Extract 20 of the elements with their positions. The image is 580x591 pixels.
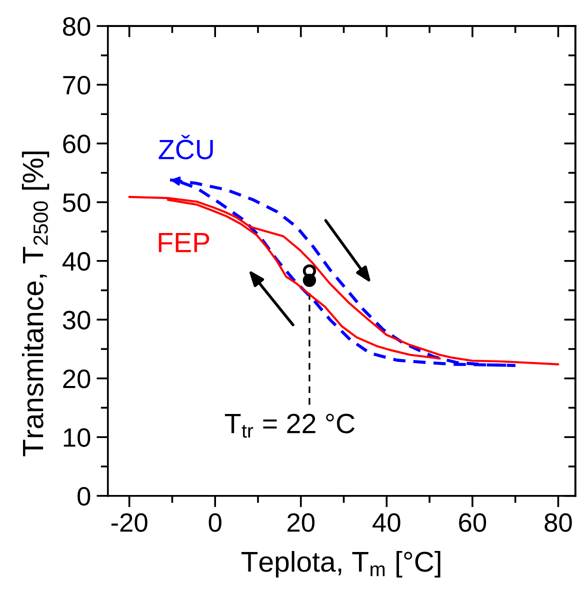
y-tick-label: 40	[62, 252, 90, 271]
y-tick-label: 0	[78, 486, 90, 506]
x-tick-label: -20	[111, 513, 148, 532]
x-tick-label: 60	[459, 513, 486, 532]
y-tick-label: 70	[63, 76, 90, 95]
ref-line-label: T$_{tr}$ = 22 °C	[224, 414, 355, 438]
y-tick-label: 50	[62, 193, 90, 212]
x-tick-label: 0	[208, 513, 222, 532]
series-label: ZČU	[158, 134, 213, 160]
y-tick-label: 60	[63, 134, 90, 154]
x-tick-label: 40	[372, 513, 400, 532]
x-axis-title: Teplota, T$_{m}$ [°C]	[241, 551, 440, 578]
y-tick-label: 80	[63, 17, 90, 36]
x-tick-label: 80	[544, 513, 572, 532]
y-tick-label: 30	[62, 310, 90, 330]
y-tick-label: 20	[63, 370, 90, 388]
y-axis-title: Transmitance, T$_{2500}$ [%]	[22, 152, 50, 456]
series-label: FEP	[158, 233, 210, 252]
y-tick-label: 10	[64, 428, 90, 447]
x-tick-label: 20	[288, 513, 315, 532]
